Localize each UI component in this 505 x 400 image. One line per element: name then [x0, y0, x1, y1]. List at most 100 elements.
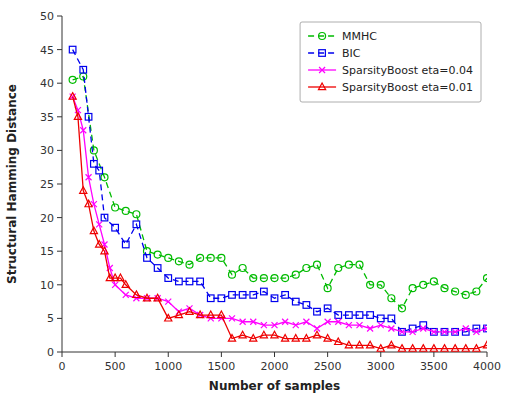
x-tick-label: 4000 — [473, 360, 501, 373]
point — [292, 298, 299, 305]
point — [80, 73, 87, 80]
x-tick — [380, 352, 381, 357]
series-line — [73, 97, 487, 332]
point — [133, 211, 140, 218]
point — [261, 288, 268, 295]
point — [250, 319, 256, 325]
point — [122, 241, 129, 248]
point — [378, 322, 384, 328]
point — [420, 325, 426, 331]
y-tick — [57, 318, 62, 319]
point — [377, 281, 384, 288]
point — [154, 265, 161, 272]
point — [90, 147, 97, 154]
point — [175, 311, 182, 318]
point — [335, 338, 342, 345]
y-tick — [57, 251, 62, 252]
point — [229, 315, 235, 321]
point — [165, 254, 172, 261]
series — [69, 73, 487, 312]
point — [239, 331, 246, 338]
point — [431, 329, 437, 335]
point — [441, 285, 448, 292]
point — [420, 281, 427, 288]
point — [143, 294, 150, 301]
point — [367, 341, 374, 348]
y-axis-label: Structural Hamming Distance — [5, 84, 19, 284]
point — [388, 341, 395, 348]
point — [239, 292, 246, 299]
point — [240, 319, 246, 325]
series — [69, 93, 487, 352]
point — [69, 93, 76, 100]
x-tick — [433, 352, 434, 357]
series-line — [73, 76, 487, 308]
y-tick — [57, 217, 62, 218]
point — [473, 288, 480, 295]
point — [101, 174, 108, 181]
point — [483, 341, 487, 348]
legend-label: SparsityBoost eta=0.01 — [342, 81, 473, 94]
y-tick — [57, 49, 62, 50]
y-tick — [57, 284, 62, 285]
point — [85, 200, 92, 207]
point — [250, 275, 257, 282]
point — [186, 261, 193, 268]
point — [218, 295, 225, 302]
point — [388, 295, 395, 302]
y-tick — [57, 184, 62, 185]
series — [70, 94, 487, 335]
y-tick-label: 40 — [40, 77, 54, 90]
x-tick-label: 3000 — [367, 360, 395, 373]
point — [430, 278, 437, 285]
point — [218, 311, 225, 318]
point — [74, 113, 81, 120]
point — [207, 254, 214, 261]
point — [260, 331, 267, 338]
y-tick-label: 45 — [40, 44, 54, 57]
point — [345, 341, 352, 348]
point — [117, 274, 124, 281]
point — [90, 227, 97, 234]
legend-swatch — [308, 35, 336, 36]
point — [356, 312, 363, 319]
axes: 0500100015002000250030003500400005101520… — [40, 10, 501, 373]
point — [175, 258, 182, 265]
legend-label: BIC — [342, 47, 361, 60]
y-tick-label: 35 — [40, 111, 54, 124]
point — [271, 275, 278, 282]
legend-marker — [318, 83, 325, 90]
point — [144, 248, 151, 255]
x-tick — [327, 352, 328, 357]
point — [85, 114, 92, 121]
point — [314, 261, 321, 268]
point — [420, 345, 427, 352]
point — [484, 275, 488, 282]
point — [154, 251, 161, 258]
y-tick — [57, 16, 62, 17]
point — [165, 314, 172, 321]
x-tick-label: 1000 — [154, 360, 182, 373]
point — [197, 278, 204, 285]
point — [473, 345, 480, 352]
legend: MMHCBICSparsityBoost eta=0.04SparsityBoo… — [300, 22, 481, 102]
point — [282, 275, 289, 282]
x-tick — [274, 352, 275, 357]
y-tick-label: 15 — [40, 245, 54, 258]
legend-swatch — [308, 52, 336, 53]
point — [388, 325, 394, 331]
point — [250, 292, 257, 299]
series — [69, 46, 487, 335]
legend-marker — [319, 33, 326, 40]
point — [239, 265, 246, 272]
series-line — [73, 97, 487, 349]
series-line — [73, 50, 487, 332]
point — [293, 322, 299, 328]
point — [292, 271, 299, 278]
point — [367, 312, 374, 319]
point — [133, 221, 140, 228]
point — [346, 322, 352, 328]
point — [303, 319, 309, 325]
point — [112, 224, 119, 231]
y-tick — [57, 352, 62, 353]
